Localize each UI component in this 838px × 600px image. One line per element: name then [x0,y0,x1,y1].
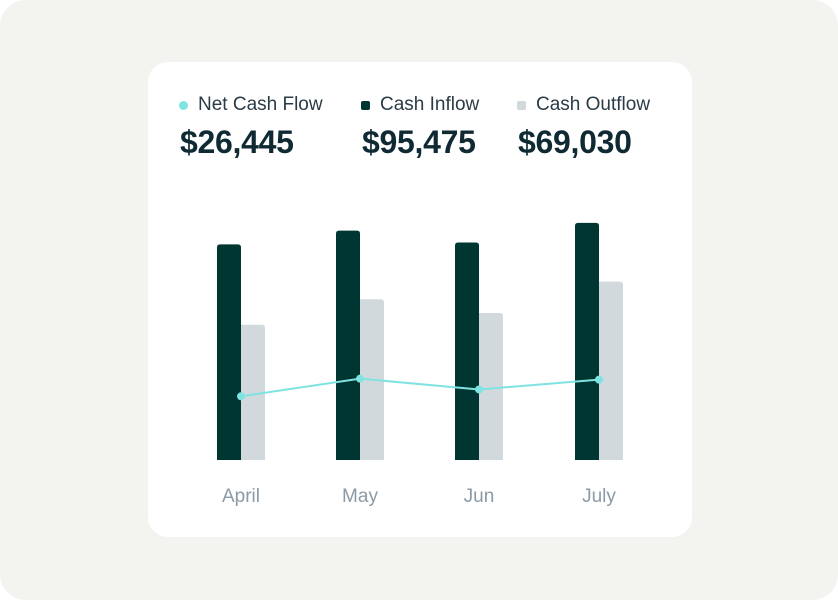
bar-cash-inflow-april [217,244,241,460]
net-cash-flow-dot-icon [179,100,188,110]
x-tick-label-may: May [342,486,378,507]
bar-cash-inflow-july [575,222,599,460]
cash-outflow-value: $69,030 [518,124,632,160]
x-tick-label-jun: Jun [464,486,495,507]
bar-cash-inflow-jun [455,242,479,460]
legend-net-label: Net Cash Flow [198,94,323,115]
bar-cash-outflow-april [241,324,265,460]
net-cash-flow-value: $26,445 [180,124,294,160]
net-cash-flow-line [240,377,600,398]
bar-cash-inflow-may [336,230,360,460]
bar-cash-outflow-jun [479,313,503,460]
cash-flow-chart: April May Jun July [217,222,623,507]
legend-net-cash-flow: Net Cash Flow [179,94,323,116]
bar-cash-outflow-july [599,281,623,460]
legend-cash-inflow: Cash Inflow [361,94,479,116]
x-tick-label-april: April [222,486,260,507]
net-cash-flow-point-april [237,392,245,401]
net-cash-flow-point-may [356,374,364,383]
net-cash-flow-point-jun [475,385,483,394]
cash-flow-card: Net Cash Flow Cash Inflow Cash Outflow $… [148,62,692,537]
cash-outflow-square-icon [517,100,526,110]
x-tick-label-july: July [582,486,616,507]
cash-inflow-value: $95,475 [362,124,476,160]
legend-outflow-label: Cash Outflow [536,94,651,115]
net-cash-flow-point-july [595,375,603,384]
legend-inflow-label: Cash Inflow [380,94,480,115]
legend-cash-outflow: Cash Outflow [517,94,650,116]
cash-inflow-square-icon [361,100,370,110]
